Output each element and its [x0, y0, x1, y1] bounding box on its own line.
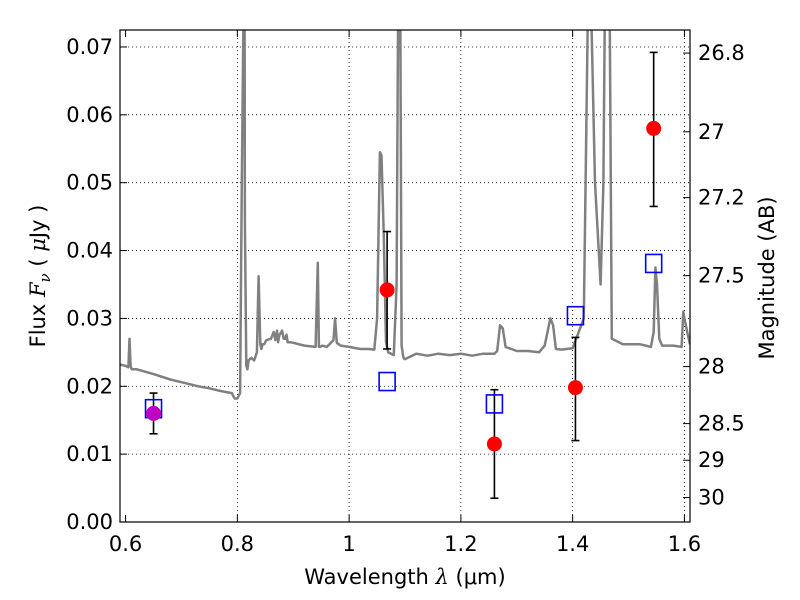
y-tick-label: 0.05: [66, 171, 113, 195]
x-axis-ticks: 0.6 0.8 1 1.2 1.4 1.6: [109, 30, 701, 556]
y-axis-title: Flux Fν ( μJy ): [26, 205, 54, 348]
magnitude-tick-label: 29: [698, 448, 725, 472]
plot-area: [120, 30, 690, 522]
x-axis-title-unit: (μm): [449, 565, 506, 589]
x-tick-label: 0.8: [221, 532, 254, 556]
observed-point: [646, 120, 662, 136]
y-axis-title-sub: ν: [36, 273, 54, 282]
y-tick-label: 0.04: [66, 239, 113, 263]
magnitude-tick-label: 27.5: [698, 264, 745, 288]
y-axis-title-unit-mu: μ: [26, 238, 50, 252]
y-tick-label: 0.00: [66, 510, 113, 534]
x-tick-label: 1.4: [556, 532, 589, 556]
x-axis-title-prefix: Wavelength: [304, 565, 435, 589]
model-band-marker: [566, 305, 585, 326]
magnitude-tick-label: 28.5: [698, 412, 745, 436]
observed-point: [567, 380, 583, 396]
marker-layer: [144, 120, 663, 452]
y-axis-title-unit-open: (: [26, 252, 50, 274]
model-band-marker: [485, 394, 504, 414]
x-axis-title: Wavelength λ (μm): [304, 565, 505, 589]
x-tick-label: 1.2: [444, 532, 477, 556]
x-axis-title-var: λ: [435, 565, 449, 589]
y-axis-title-unit-rest: Jy ): [26, 205, 50, 241]
magnitude-axis-ticks: 26.8 27 27.2 27.5 28 28.5 29 30: [683, 41, 745, 510]
y-tick-label: 0.06: [66, 103, 113, 127]
y-tick-label: 0.01: [66, 442, 113, 466]
model-spectrum-line: [120, 30, 690, 400]
y-tick-label: 0.03: [66, 306, 113, 330]
observed-point: [379, 282, 395, 298]
grid: [120, 30, 690, 522]
observed-point: [146, 405, 162, 421]
y-axis-ticks: 0.00 0.01 0.02 0.03 0.04 0.05 0.06 0.07: [66, 35, 127, 534]
magnitude-axis-title: Magnitude (AB): [755, 196, 779, 359]
x-tick-label: 0.6: [109, 532, 142, 556]
magnitude-tick-label: 27.2: [698, 186, 745, 210]
y-tick-label: 0.07: [66, 35, 113, 59]
y-tick-label: 0.02: [66, 374, 113, 398]
model-spectrum-layer: [120, 30, 690, 400]
magnitude-tick-label: 28: [698, 355, 725, 379]
x-tick-label: 1.6: [668, 532, 701, 556]
model-band-marker: [378, 371, 396, 392]
observed-point: [486, 436, 502, 452]
magnitude-tick-label: 26.8: [698, 41, 745, 65]
magnitude-tick-label: 30: [698, 486, 725, 510]
y-axis-title-prefix: Flux: [26, 297, 50, 347]
magnitude-tick-label: 27: [698, 120, 725, 144]
y-axis-title-var: F: [26, 281, 50, 298]
x-tick-label: 1: [342, 532, 355, 556]
model-band-marker: [644, 253, 663, 274]
